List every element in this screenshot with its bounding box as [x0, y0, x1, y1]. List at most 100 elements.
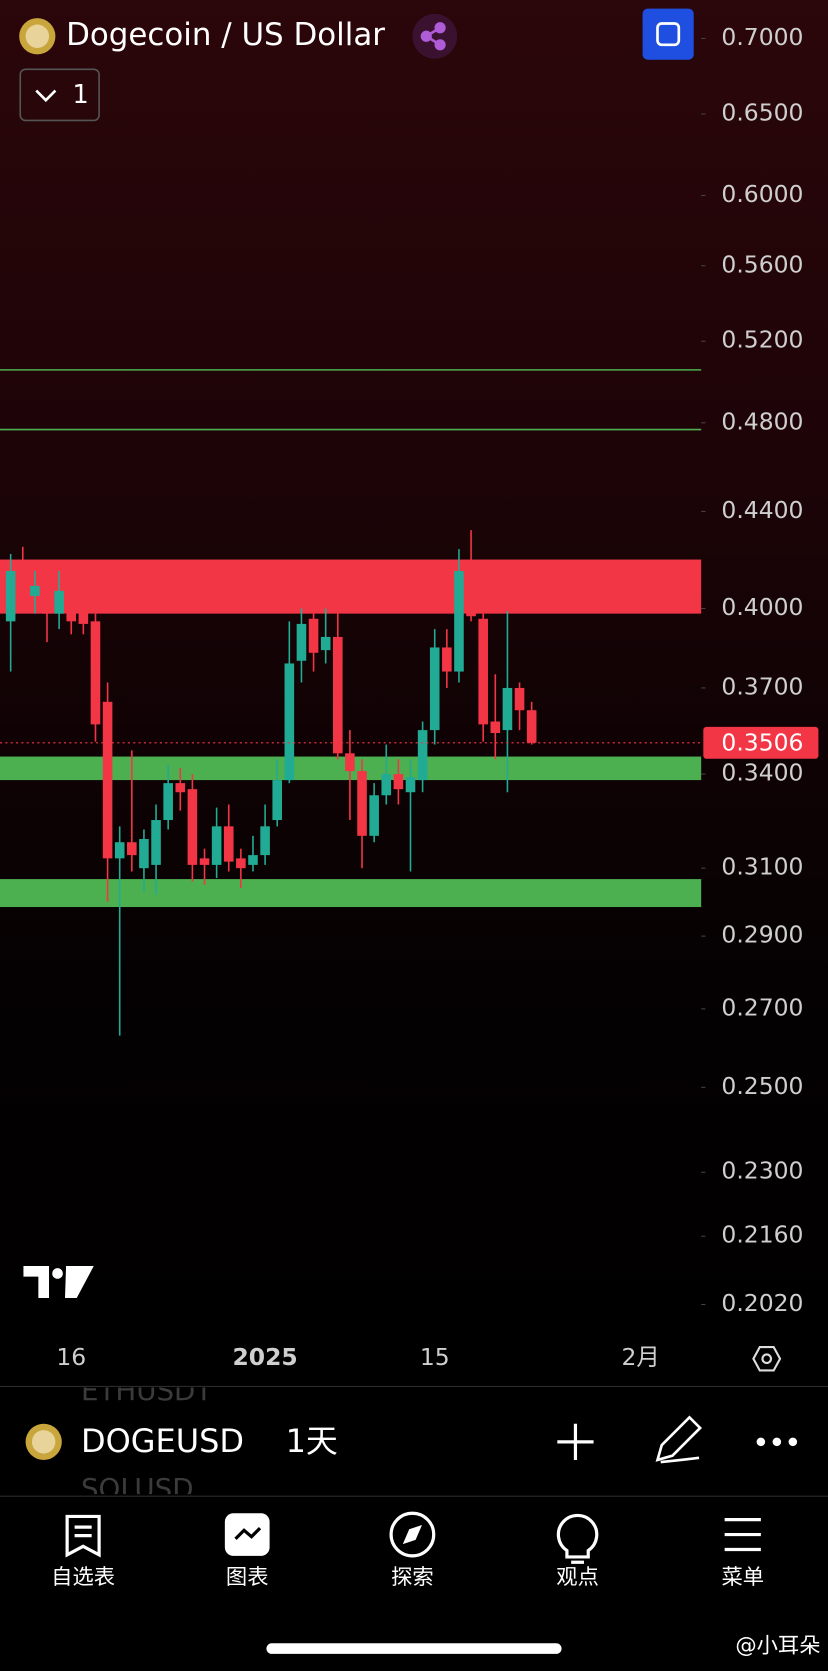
coin-icon-face: [25, 24, 50, 48]
explore-needle: [402, 1524, 422, 1545]
candle-body: [417, 730, 428, 781]
candle-body: [393, 774, 404, 790]
y-tick-label: 0.5600: [721, 250, 803, 278]
watermark: @小耳朵: [735, 1633, 820, 1658]
ghost-symbol: SOLUSD: [81, 1472, 194, 1505]
candle-body: [526, 710, 537, 743]
nav-bar: 自选表 图表 探索 观点 菜单: [51, 1565, 764, 1590]
candle-body: [284, 663, 295, 781]
y-tick-label: 0.2020: [721, 1289, 803, 1317]
candle-body: [502, 687, 513, 731]
candle-body: [405, 777, 416, 793]
candle-body: [30, 585, 40, 596]
tv-logo: [23, 1266, 94, 1298]
chart-background: [0, 0, 828, 1386]
toolbar: [0, 1385, 828, 1497]
ideas-icon[interactable]: [556, 1513, 599, 1564]
candle-body: [514, 687, 525, 711]
candle-body: [175, 783, 186, 793]
y-tick-label: 0.6000: [721, 180, 803, 208]
candle-body: [429, 647, 440, 731]
last-price-label: 0.3506: [721, 728, 803, 756]
home-indicator: [266, 1643, 562, 1654]
nav-label[interactable]: 自选表: [51, 1565, 115, 1590]
candle-body: [236, 858, 246, 869]
y-tick-label: 0.3700: [721, 672, 803, 700]
candle-body: [490, 721, 501, 733]
dropdown-caret: [35, 89, 57, 103]
share-icon: [420, 22, 446, 51]
candle-body: [308, 618, 319, 653]
y-tick-label: 0.3400: [721, 759, 803, 787]
candle-body: [454, 571, 464, 672]
candle-body: [223, 826, 234, 862]
candle-body: [211, 826, 222, 865]
candle-body: [139, 839, 149, 869]
candle-body: [54, 590, 64, 614]
coin-icon-face: [31, 1430, 56, 1454]
candle-body: [151, 820, 161, 865]
candle-body: [199, 858, 210, 865]
chart: 0.7000 0.6500 0.6000 0.5600 0.5200 0.4800 0.44…: [0, 23, 819, 1371]
y-tick-label: 0.6500: [721, 98, 803, 126]
x-tick-label: 15: [420, 1343, 450, 1371]
watchlist-icon[interactable]: [65, 1514, 101, 1558]
x-tick-label: 2月: [622, 1343, 660, 1371]
symbol-title: Dogecoin / US Dollar: [66, 17, 385, 53]
candle-body: [466, 571, 476, 617]
explore-icon[interactable]: [389, 1511, 436, 1558]
candle-body: [345, 753, 355, 772]
settings-icon: [752, 1345, 782, 1372]
draw-button[interactable]: [655, 1415, 703, 1464]
candle-body: [90, 621, 101, 725]
nav-label[interactable]: 菜单: [721, 1565, 764, 1590]
nav-label[interactable]: 探索: [391, 1565, 434, 1590]
toolbar-symbol[interactable]: DOGEUSD: [81, 1422, 244, 1460]
add-button[interactable]: [557, 1423, 594, 1460]
candle-body: [42, 583, 52, 614]
menu-icon[interactable]: [724, 1518, 761, 1552]
candle-body: [17, 571, 28, 579]
candle-body: [272, 780, 283, 821]
candle-body: [187, 789, 198, 865]
y-tick-label: 0.5200: [721, 326, 803, 354]
y-tick-label: 0.2900: [721, 921, 803, 949]
chart-tab-line: [234, 1527, 262, 1540]
candle-body: [66, 608, 77, 622]
ghost-symbol: ETHUSDT: [81, 1374, 212, 1407]
candle-body: [78, 611, 89, 624]
y-tick-label: 0.4400: [721, 496, 803, 524]
candle-body: [357, 771, 367, 836]
zone: [0, 879, 702, 908]
interval-value: 1: [72, 80, 88, 110]
fullscreen-icon: [656, 22, 681, 47]
candle-body: [163, 783, 173, 821]
y-tick-label: 0.2700: [721, 993, 803, 1021]
interval-dropdown[interactable]: [19, 68, 100, 122]
candle-body: [442, 647, 452, 672]
y-tick-label: 0.4000: [721, 593, 803, 621]
y-tick-label: 0.2500: [721, 1072, 803, 1100]
candle-body: [248, 855, 258, 865]
x-tick-label: 16: [56, 1343, 86, 1371]
more-button[interactable]: [756, 1437, 798, 1447]
y-tick-label: 0.2300: [721, 1157, 803, 1185]
nav-label[interactable]: 图表: [226, 1565, 269, 1590]
fullscreen-button[interactable]: [642, 8, 694, 60]
share-button[interactable]: [412, 13, 458, 59]
last-price-box: [703, 726, 819, 759]
candle-body: [5, 571, 16, 622]
toolbar-interval[interactable]: 1天: [286, 1422, 338, 1460]
candle-body: [369, 795, 379, 836]
candle-body: [102, 701, 113, 859]
nav-label[interactable]: 观点: [556, 1565, 599, 1590]
candle-body: [333, 636, 343, 754]
candle-body: [260, 826, 270, 856]
y-tick-label: 0.4800: [721, 407, 803, 435]
candle-body: [127, 842, 137, 856]
settings-icon-dot: [761, 1353, 773, 1365]
zone: [0, 559, 702, 614]
settings-button[interactable]: [752, 1345, 782, 1372]
candle-body: [381, 774, 392, 796]
